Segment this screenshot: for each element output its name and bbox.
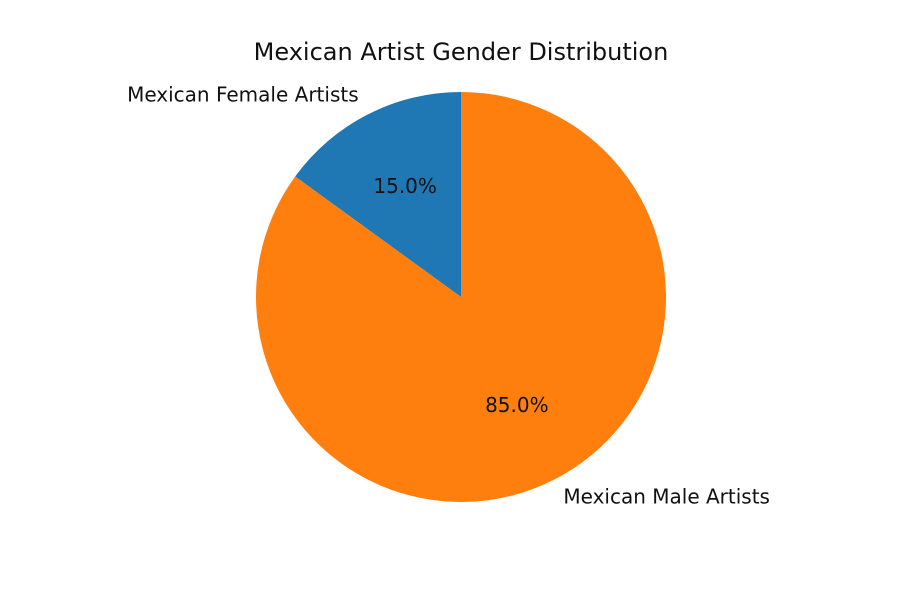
chart-title: Mexican Artist Gender Distribution bbox=[254, 38, 669, 66]
pie-labels: Mexican Female Artists 15.0% Mexican Male … bbox=[127, 83, 770, 509]
slice-label-mexican-female-artists: Mexican Female Artists bbox=[127, 83, 359, 107]
pie-slices bbox=[256, 92, 666, 502]
pie-slice-mexican-male-artists bbox=[256, 92, 666, 502]
percent-label-mexican-male-artists: 85.0% bbox=[485, 393, 549, 417]
slice-label-mexican-male-artists: Mexican Male Artists bbox=[563, 484, 770, 508]
percent-label-mexican-female-artists: 15.0% bbox=[373, 174, 437, 198]
pie-slice-mexican-female-artists bbox=[295, 92, 461, 297]
